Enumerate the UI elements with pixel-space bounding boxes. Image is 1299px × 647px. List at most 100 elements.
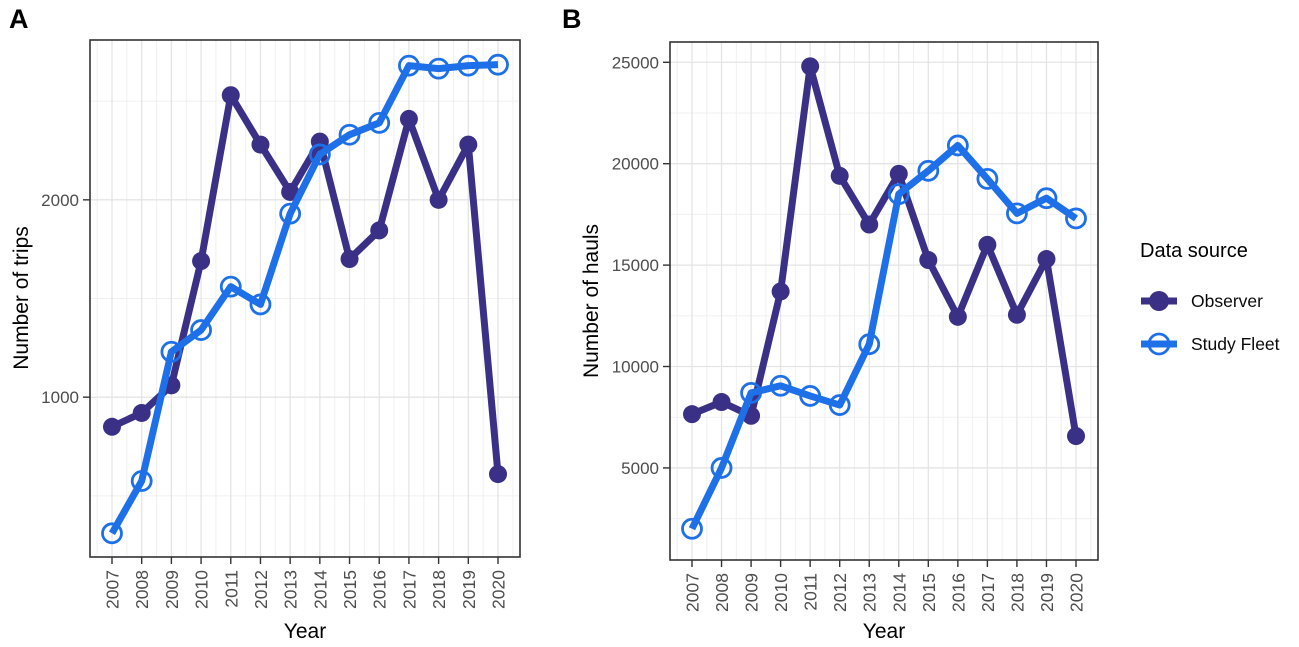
- observer-point: [221, 86, 240, 105]
- observer-filled-circle-icon: [1140, 286, 1178, 316]
- study-fleet-point: [398, 54, 420, 77]
- observer-point: [978, 235, 997, 254]
- observer-point: [771, 282, 790, 301]
- observer-point: [281, 182, 300, 201]
- x-tick-label: 2015: [340, 570, 360, 609]
- y-tick-label: 10000: [612, 358, 659, 377]
- x-tick-label: 2019: [459, 570, 479, 609]
- series-line-study-fleet: [108, 61, 499, 536]
- study-fleet-point: [710, 457, 733, 479]
- observer-point: [1037, 250, 1056, 269]
- observer-point: [370, 221, 389, 240]
- observer-point: [1007, 305, 1026, 324]
- legend: Data source Observer Study Fleet: [1140, 240, 1298, 359]
- x-tick-label: 2007: [683, 573, 703, 612]
- study-fleet-point: [828, 394, 851, 416]
- x-axis-title-year-a: Year: [283, 620, 327, 643]
- y-tick-label: 15000: [612, 256, 659, 275]
- series-study-fleet: [681, 134, 1087, 540]
- x-tick-label: 2019: [1037, 573, 1057, 612]
- study-fleet-point: [1006, 202, 1028, 225]
- study-fleet-point: [338, 123, 361, 146]
- x-tick-label: 2009: [162, 570, 182, 609]
- study-fleet-point: [976, 168, 999, 190]
- legend-item-study-fleet: Study Fleet: [1140, 329, 1298, 359]
- x-tick-label: 2007: [103, 570, 123, 609]
- x-tick-label: 2016: [370, 570, 390, 609]
- study-fleet-point: [249, 293, 272, 316]
- study-fleet-point: [1035, 187, 1058, 210]
- series-line-study-fleet: [688, 141, 1078, 531]
- study-fleet-point: [219, 275, 242, 298]
- study-fleet-point: [769, 374, 792, 397]
- legend-key-glyph: [1141, 291, 1177, 311]
- y-tick-label: 2000: [41, 191, 79, 210]
- observer-point: [489, 465, 507, 484]
- x-tick-label: 2013: [281, 570, 301, 609]
- x-tick-label: 2009: [742, 573, 762, 612]
- study-fleet-open-circle-icon: [1140, 329, 1178, 359]
- y-axis-title-hauls: Number of hauls: [580, 223, 603, 379]
- y-tick-label: 25000: [612, 53, 659, 72]
- x-tick-label: 2011: [221, 570, 241, 608]
- legend-title: Data source: [1140, 240, 1248, 262]
- study-fleet-point: [160, 340, 183, 363]
- study-fleet-point: [740, 381, 762, 404]
- observer-point: [429, 190, 448, 209]
- x-tick-label: 2014: [889, 573, 909, 612]
- observer-point: [399, 109, 418, 128]
- study-fleet-point: [457, 54, 480, 77]
- study-fleet-point: [427, 57, 450, 80]
- legend-key-filled-circle: [1149, 291, 1169, 311]
- panel-border: [669, 41, 1099, 561]
- observer-point: [340, 250, 359, 269]
- study-fleet-point: [917, 159, 940, 182]
- series-study-fleet: [101, 53, 509, 545]
- x-tick-label: 2014: [310, 570, 330, 609]
- observer-point: [889, 164, 908, 183]
- y-tick-label: 5000: [621, 459, 659, 478]
- observer-point: [801, 57, 820, 76]
- panel-a: 1000 2000 2007 2008 2009 2010 2011 2012 2013 2014…: [41, 39, 521, 609]
- x-tick-label: 2008: [712, 573, 732, 612]
- x-tick-label: 2010: [192, 570, 212, 609]
- observer-point: [948, 307, 967, 326]
- x-tick-label: 2008: [132, 570, 152, 609]
- legend-item-observer: Observer: [1140, 286, 1298, 316]
- observer-point: [192, 252, 211, 271]
- x-tick-label: 2015: [919, 573, 939, 612]
- x-tick-label: 2017: [399, 570, 419, 609]
- study-fleet-point: [190, 319, 212, 341]
- y-axis-title-trips: Number of trips: [10, 226, 33, 370]
- study-fleet-point: [858, 333, 881, 356]
- x-tick-label: 2020: [1067, 573, 1087, 612]
- y-tick-label: 1000: [41, 388, 79, 407]
- x-tick-label: 2018: [1007, 573, 1027, 612]
- x-axis-title-year-b: Year: [862, 620, 906, 643]
- study-fleet-point: [946, 134, 969, 157]
- observer-point: [132, 403, 151, 422]
- observer-point: [103, 417, 121, 436]
- study-fleet-point: [799, 385, 822, 407]
- study-fleet-point: [308, 143, 331, 166]
- study-fleet-point: [130, 470, 153, 492]
- legend-key-glyph: [1141, 332, 1177, 356]
- series-line-observer: [110, 91, 502, 475]
- x-tick-label: 2018: [429, 570, 449, 609]
- observer-point: [860, 215, 879, 234]
- study-fleet-point: [279, 202, 302, 225]
- panel-border: [89, 39, 521, 558]
- observer-point: [1067, 427, 1085, 446]
- panel-b: 5000 10000 15000 20000 25000 2007 2008 2009 2010…: [612, 41, 1099, 612]
- panel-a-label: A: [9, 4, 29, 34]
- x-tick-label: 2012: [830, 573, 850, 612]
- y-tick-label: 20000: [612, 155, 659, 174]
- study-fleet-point: [487, 53, 509, 76]
- x-tick-label: 2013: [860, 573, 880, 612]
- observer-point: [712, 393, 731, 412]
- x-tick-label: 2017: [978, 573, 998, 612]
- study-fleet-point: [101, 522, 123, 545]
- observer-point: [683, 405, 701, 424]
- observer-point: [830, 166, 849, 185]
